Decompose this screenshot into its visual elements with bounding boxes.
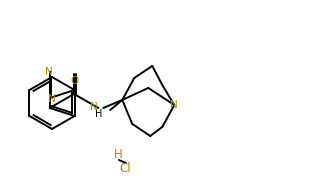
Text: O: O [70, 76, 78, 86]
Text: H: H [114, 149, 122, 162]
Text: N: N [48, 94, 56, 104]
Text: N: N [45, 67, 53, 77]
Text: N: N [90, 102, 98, 112]
Text: Cl: Cl [119, 162, 131, 174]
Text: N: N [170, 100, 178, 110]
Text: H: H [95, 109, 102, 119]
